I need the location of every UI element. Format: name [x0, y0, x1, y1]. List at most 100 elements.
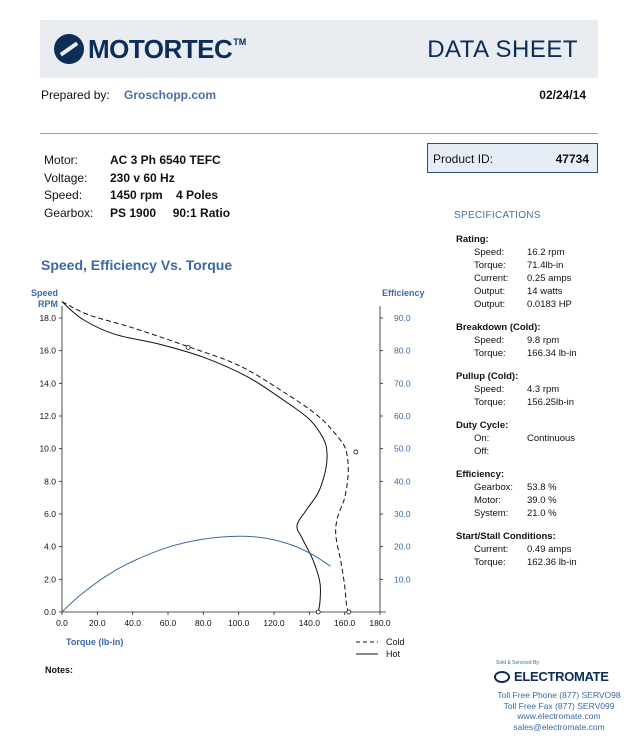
speed-row: Speed: 1450 rpm 4 Poles	[44, 187, 230, 205]
x-tick-label: 140.0	[299, 618, 321, 628]
spec-key: Gearbox:	[474, 482, 514, 493]
left-tick-label: 12.0	[39, 411, 56, 421]
spec-group-title: Rating:	[456, 234, 489, 245]
spec-group: Start/Stall Conditions: Current: 0.49 amps…	[456, 530, 577, 569]
chart-marker-point	[353, 449, 359, 455]
header-divider	[40, 133, 598, 134]
document-title: DATA SHEET	[427, 36, 578, 63]
contact-website-link[interactable]: www.electromate.com	[517, 711, 601, 721]
motortec-logo: MOTORTEC TM	[54, 31, 246, 67]
voltage-label: Voltage:	[44, 170, 88, 185]
spec-key: Speed:	[474, 335, 505, 346]
gearbox-row: Gearbox: PS 1900 90:1 Ratio	[44, 205, 230, 223]
legend-label-cold: Cold	[386, 637, 405, 647]
spec-row: Torque: 71.4lb-in	[456, 259, 577, 272]
spec-key: Output:	[474, 299, 506, 310]
brand-name: MOTORTEC	[88, 33, 233, 64]
spec-key: Torque:	[474, 260, 506, 271]
series-line-cold	[61, 301, 349, 613]
spec-row: Output: 14 watts	[456, 285, 577, 298]
right-tick-label: 80.0	[394, 346, 411, 356]
x-tick-label: 80.0	[195, 618, 212, 628]
spec-row: Torque: 162.36 lb-in	[456, 556, 577, 569]
x-tick-label: 180.0	[369, 618, 391, 628]
spec-group: Efficiency: Gearbox: 53.8 % Motor: 39.0 % Sys…	[456, 468, 577, 520]
spec-group-title: Efficiency:	[456, 469, 505, 480]
left-tick-label: 8.0	[44, 476, 56, 486]
left-tick-label: 4.0	[44, 542, 56, 552]
x-tick-label: 120.0	[263, 618, 285, 628]
spec-group: Breakdown (Cold): Speed: 9.8 rpm Torque: 166…	[456, 321, 577, 360]
speed-value: 1450 rpm 4 Poles	[110, 188, 219, 202]
trademark-mark: TM	[233, 37, 247, 47]
right-tick-label: 30.0	[394, 509, 411, 519]
spec-row: Gearbox: 53.8 %	[456, 481, 577, 494]
spec-value: 0.0183 HP	[527, 299, 572, 310]
x-tick-label: 100.0	[228, 618, 250, 628]
contact-email-link[interactable]: sales@electromate.com	[513, 721, 605, 732]
distributor-name: ELECTROMATE	[514, 669, 609, 684]
chart-marker-point	[346, 609, 352, 615]
right-tick-label: 40.0	[394, 476, 411, 486]
x-axis-label: Torque (lb-in)	[66, 637, 124, 647]
right-tick-label: 20.0	[394, 542, 411, 552]
spec-row: Speed: 16.2 rpm	[456, 246, 577, 259]
series-line-hot	[61, 301, 328, 613]
spec-key: Output:	[474, 286, 506, 297]
spec-key: Motor:	[474, 495, 501, 506]
motor-label: Motor:	[44, 153, 79, 167]
left-axis-label: Speed RPM	[30, 288, 58, 310]
dashed-line-swatch	[356, 641, 378, 643]
solid-line-swatch	[356, 653, 378, 655]
legend-item-hot: Hot	[356, 648, 405, 660]
spec-key: Current:	[474, 544, 509, 555]
spec-row: Torque: 156.25lb-in	[456, 396, 577, 409]
prepared-by-name[interactable]: Groschopp.com	[124, 88, 217, 102]
x-tick-label: 20.0	[89, 618, 106, 628]
spec-key: Speed:	[474, 247, 505, 258]
spec-value: 21.0 %	[527, 508, 557, 519]
contact-fax: Toll Free Fax (877) SERV099	[503, 700, 615, 711]
sold-by-text: Sold & Serviced By:	[496, 660, 541, 666]
left-tick-label: 14.0	[39, 378, 56, 388]
header-banner: MOTORTEC TM DATA SHEET	[40, 20, 598, 78]
right-axis-label: Efficiency	[382, 288, 425, 298]
spec-key: Current:	[474, 273, 509, 284]
distributor-contact: Toll Free Phone (877) SERVO98 Toll Free …	[490, 690, 628, 732]
spec-group-title: Start/Stall Conditions:	[456, 531, 556, 542]
spec-group: Pullup (Cold): Speed: 4.3 rpm Torque: 156.25…	[456, 370, 577, 409]
notes-label: Notes:	[45, 665, 74, 675]
legend-item-cold: Cold	[356, 636, 405, 648]
spec-value: 0.49 amps	[527, 544, 572, 555]
contact-phone: Toll Free Phone (877) SERVO98	[497, 690, 621, 700]
legend-label-hot: Hot	[386, 649, 401, 659]
right-tick-label: 90.0	[394, 313, 411, 323]
spec-group-title: Breakdown (Cold):	[456, 322, 541, 333]
spec-key: On:	[474, 433, 490, 444]
x-tick-label: 0.0	[56, 618, 68, 628]
spec-row: Speed: 9.8 rpm	[456, 334, 577, 347]
motor-info: Motor: AC 3 Ph 6540 TEFC Voltage: 230 v …	[44, 152, 230, 222]
left-tick-label: 0.0	[44, 607, 56, 617]
motor-row: Motor: AC 3 Ph 6540 TEFC	[44, 152, 230, 170]
spec-value: 71.4lb-in	[527, 260, 564, 271]
motor-logo-icon	[54, 34, 84, 64]
electromate-logo-icon	[494, 670, 510, 683]
spec-row: On: Continuous	[456, 432, 577, 445]
spec-key: Torque:	[474, 348, 506, 359]
spec-value: 4.3 rpm	[527, 384, 560, 395]
spec-value: 53.8 %	[527, 482, 557, 493]
gearbox-label: Gearbox:	[44, 205, 94, 220]
spec-group: Rating: Speed: 16.2 rpm Torque: 71.4lb-in Cur…	[456, 233, 577, 311]
chart-legend: Cold Hot	[356, 636, 405, 660]
spec-group-title: Pullup (Cold):	[456, 371, 519, 382]
spec-value: 166.34 lb-in	[527, 348, 577, 359]
chart-title: Speed, Efficiency Vs. Torque	[41, 257, 233, 273]
specifications-list: Rating: Speed: 16.2 rpm Torque: 71.4lb-in Cur…	[456, 233, 577, 579]
spec-row: System: 21.0 %	[456, 507, 577, 520]
gearbox-value: PS 1900 90:1 Ratio	[110, 205, 231, 220]
spec-value: 9.8 rpm	[527, 335, 560, 346]
left-tick-label: 2.0	[44, 574, 56, 584]
left-tick-label: 16.0	[39, 346, 56, 356]
